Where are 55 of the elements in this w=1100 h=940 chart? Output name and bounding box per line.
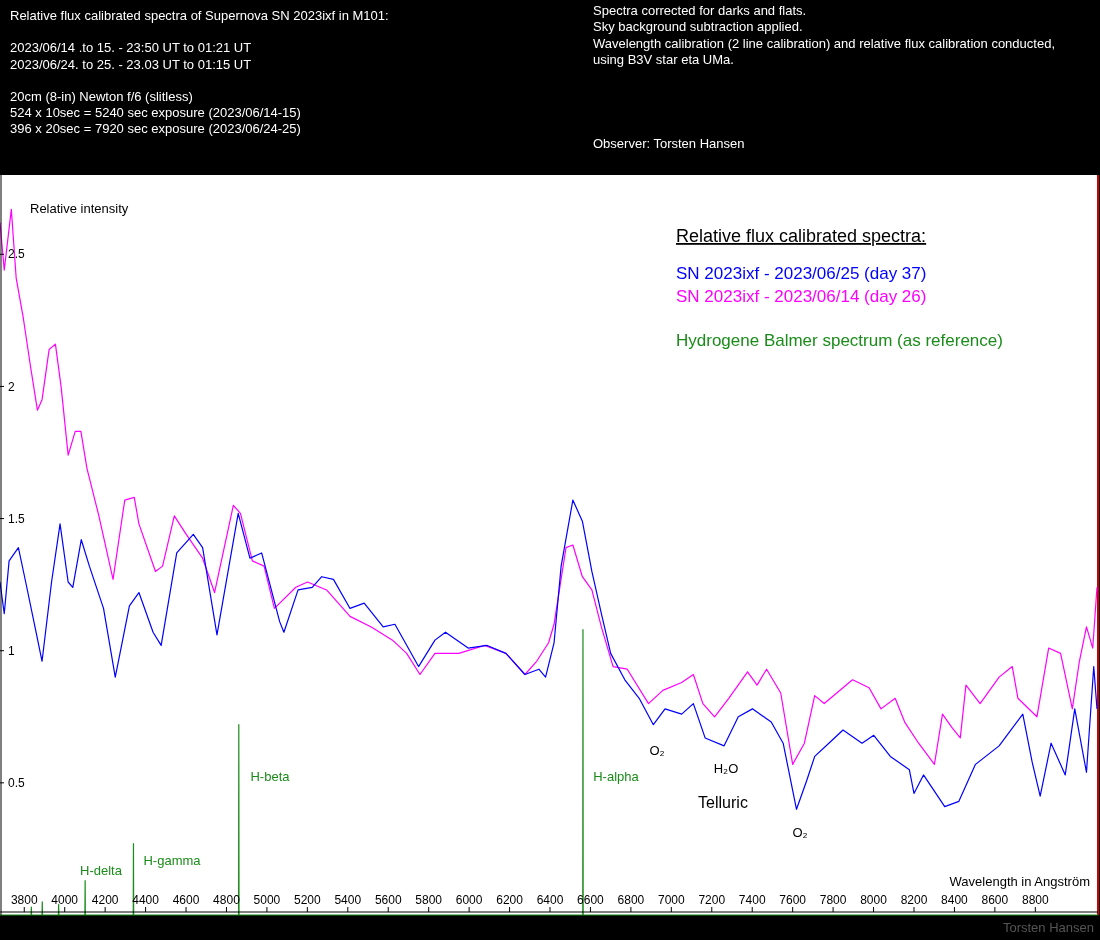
x-tick-label: 8800 — [1021, 893, 1049, 907]
x-tick-label: 4200 — [91, 893, 119, 907]
chart-title: Relative flux calibrated spectra of Supernova SN 2023ixf in M101: — [10, 8, 389, 23]
x-tick-label: 6400 — [536, 893, 564, 907]
text: using B3V star eta UMa. — [593, 52, 734, 67]
x-tick-label: 7600 — [779, 893, 807, 907]
annotation: H-delta — [80, 862, 123, 878]
x-tick-label: 6000 — [455, 893, 483, 907]
y-axis-title: Relative intensity — [30, 201, 129, 216]
text: Hydrogene Balmer spectrum (as reference) — [676, 331, 1003, 350]
text: Observer: Torsten Hansen — [593, 136, 745, 151]
text: Torsten Hansen — [1002, 920, 1094, 935]
text: Wavelength calibration (2 line calibration) and relative flux calibration conducted, — [593, 36, 1055, 51]
text: SN 2023ixf - 2023/06/14 (day 26) — [676, 287, 927, 306]
y-tick-label: 1 — [8, 643, 15, 658]
x-tick-label: 6200 — [496, 893, 524, 907]
text: 524 x 10sec = 5240 sec exposure (2023/06/14-15) — [10, 105, 301, 120]
x-tick-label: 7800 — [819, 893, 847, 907]
legend-title: Relative flux calibrated spectra: — [676, 226, 927, 246]
x-tick-label: 5800 — [415, 893, 443, 907]
line-series — [0, 628, 1099, 916]
annotation: H-alpha — [593, 768, 640, 784]
x-tick-label: 5200 — [294, 893, 322, 907]
x-tick-label: 4000 — [51, 893, 79, 907]
y-tick-label: 0.5 — [8, 776, 26, 791]
x-tick-label: 5000 — [253, 893, 281, 907]
annotation: Telluric — [698, 793, 748, 811]
x-tick-label: 7200 — [698, 893, 726, 907]
annotation: O₂ — [792, 824, 808, 840]
text: Sky background subtraction applied. — [593, 19, 803, 34]
x-tick-label: 7400 — [738, 893, 766, 907]
x-tick-label: 7000 — [657, 893, 686, 907]
y-tick-label: 1.5 — [8, 511, 26, 526]
x-tick-label: 8200 — [900, 893, 928, 907]
x-tick-label: 8000 — [860, 893, 888, 907]
text: 2023/06/24. to 25. - 23.03 UT to 01:15 UT — [10, 57, 252, 72]
text: Spectra corrected for darks and flats. — [593, 3, 807, 18]
y-tick-label: 2 — [8, 379, 15, 394]
text: 20cm (8-in) Newton f/6 (slitless) — [10, 89, 193, 104]
x-tick-label: 8600 — [981, 893, 1009, 907]
x-tick-label: 5600 — [374, 893, 402, 907]
text: 396 x 20sec = 7920 sec exposure (2023/06/24-25) — [10, 121, 301, 136]
line-series — [0, 499, 1098, 810]
annotation: H-beta — [250, 768, 291, 784]
annotation: H₂O — [713, 760, 739, 776]
x-tick-label: 4600 — [172, 893, 200, 907]
x-tick-label: 3800 — [10, 893, 38, 907]
x-tick-label: 8400 — [941, 893, 969, 907]
annotation: O₂ — [649, 742, 665, 758]
text: SN 2023ixf - 2023/06/25 (day 37) — [676, 264, 927, 283]
text: 2023/06/14 .to 15. - 23:50 UT to 01:21 UT — [10, 40, 252, 55]
x-tick-label: 6800 — [617, 893, 645, 907]
x-axis-title: Wavelength in Angström — [949, 874, 1090, 889]
x-tick-label: 5400 — [334, 893, 362, 907]
annotation: H-gamma — [143, 852, 202, 868]
